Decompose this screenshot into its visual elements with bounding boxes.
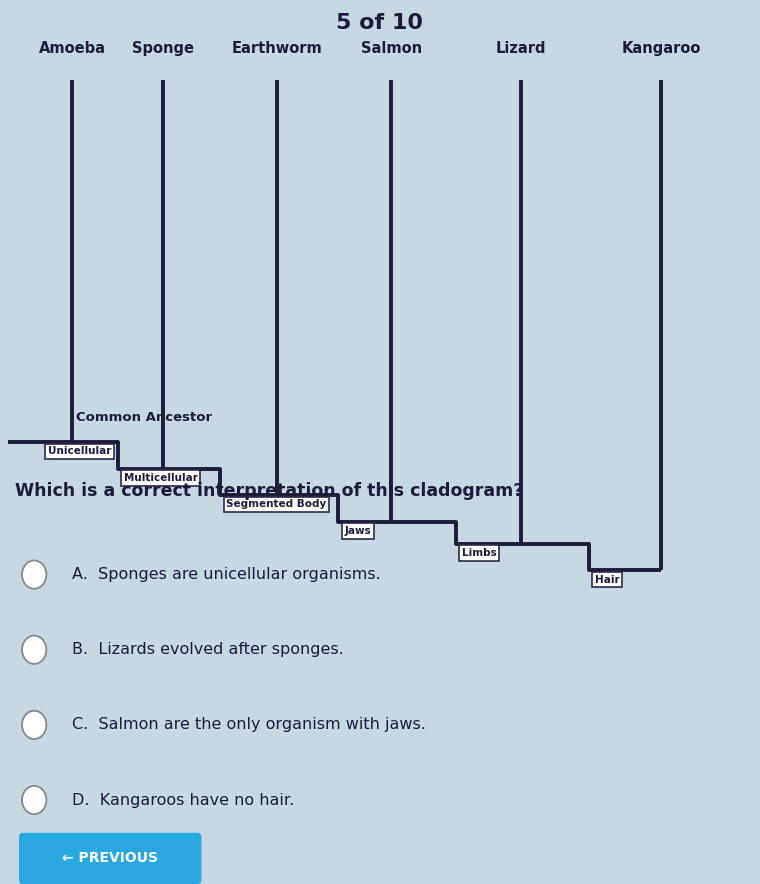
Circle shape	[22, 711, 46, 739]
Circle shape	[22, 560, 46, 589]
Text: Earthworm: Earthworm	[232, 42, 323, 56]
Text: ← PREVIOUS: ← PREVIOUS	[62, 851, 158, 865]
Text: Sponge: Sponge	[132, 42, 195, 56]
Text: Segmented Body: Segmented Body	[226, 499, 327, 509]
Circle shape	[22, 636, 46, 664]
Text: A.  Sponges are unicellular organisms.: A. Sponges are unicellular organisms.	[72, 568, 381, 582]
Text: Multicellular: Multicellular	[124, 473, 198, 483]
Text: Lizard: Lizard	[496, 42, 546, 56]
Text: C.  Salmon are the only organism with jaws.: C. Salmon are the only organism with jaw…	[72, 718, 426, 732]
Text: Unicellular: Unicellular	[48, 446, 111, 456]
Text: Which is a correct interpretation of this cladogram?: Which is a correct interpretation of thi…	[15, 482, 524, 499]
Text: Salmon: Salmon	[361, 42, 422, 56]
Text: Limbs: Limbs	[462, 548, 497, 558]
Text: Jaws: Jaws	[344, 526, 371, 536]
Text: 5 of 10: 5 of 10	[337, 13, 423, 34]
Text: Hair: Hair	[595, 575, 619, 584]
FancyBboxPatch shape	[19, 833, 201, 884]
Text: Common Ancestor: Common Ancestor	[76, 411, 212, 424]
Text: Kangaroo: Kangaroo	[622, 42, 701, 56]
Circle shape	[22, 786, 46, 814]
Text: D.  Kangaroos have no hair.: D. Kangaroos have no hair.	[72, 793, 294, 807]
Text: Amoeba: Amoeba	[39, 42, 106, 56]
Text: B.  Lizards evolved after sponges.: B. Lizards evolved after sponges.	[72, 643, 344, 657]
